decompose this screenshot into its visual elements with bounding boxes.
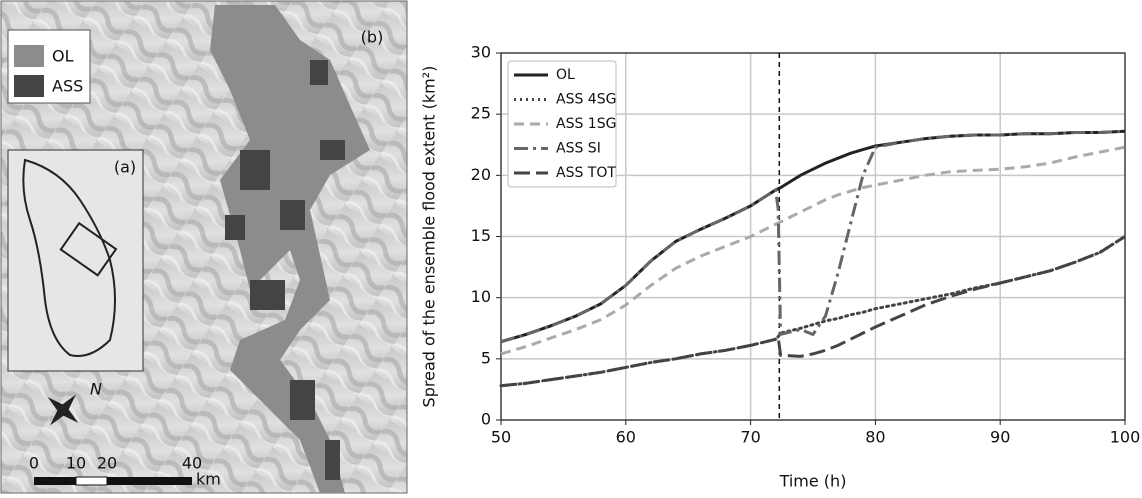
- scale-label: 10: [66, 454, 86, 473]
- series-line: [499, 235, 1127, 388]
- x-axis-label: Time (h): [779, 472, 847, 491]
- scale-label: 20: [97, 454, 117, 473]
- scale-bar: [75, 476, 108, 486]
- inset-box: [59, 221, 118, 277]
- legend-swatch: [14, 75, 44, 97]
- x-tick-label: 100: [1110, 428, 1141, 447]
- x-tick-label: 70: [740, 428, 760, 447]
- legend-label: ASS TOT: [556, 165, 616, 181]
- y-tick-label: 5: [481, 348, 491, 367]
- x-tick-label: 90: [990, 428, 1010, 447]
- ass-patches: [225, 60, 345, 480]
- y-tick-label: 25: [471, 104, 491, 123]
- panel-label: (b): [361, 28, 384, 47]
- legend-label: ASS 1SG: [556, 116, 616, 132]
- legend-label: ASS SI: [556, 141, 601, 157]
- series-line: [500, 129, 1126, 344]
- scale-unit: km: [196, 470, 221, 489]
- inset-outline: [22, 158, 116, 357]
- y-tick-label: 0: [481, 410, 491, 429]
- north-label: N: [90, 380, 102, 399]
- scale-bar: [34, 477, 76, 485]
- y-tick-label: 30: [471, 43, 491, 62]
- north-arrow: [47, 394, 79, 426]
- scale-label: 40: [182, 454, 202, 473]
- legend-swatch: [14, 45, 44, 67]
- y-axis-label: Spread of the ensemble flood extent (km²…: [420, 66, 439, 408]
- y-tick-label: 10: [471, 287, 491, 306]
- y-tick-label: 20: [471, 165, 491, 184]
- legend-label: ASS: [52, 77, 83, 96]
- x-tick-label: 60: [616, 428, 636, 447]
- legend-label: OL: [52, 47, 74, 66]
- y-tick-label: 15: [471, 226, 491, 245]
- legend-label: ASS 4SG: [556, 92, 616, 108]
- legend-box: [507, 60, 617, 188]
- scale-bar: [107, 477, 192, 485]
- series-line: [500, 235, 1126, 388]
- series-line: [500, 145, 1126, 356]
- legend-label: OL: [556, 67, 575, 83]
- x-tick-label: 80: [865, 428, 885, 447]
- flood-extent: [210, 5, 370, 493]
- x-tick-label: 50: [491, 428, 511, 447]
- scale-label: 0: [29, 454, 39, 473]
- inset-label: (a): [114, 158, 136, 177]
